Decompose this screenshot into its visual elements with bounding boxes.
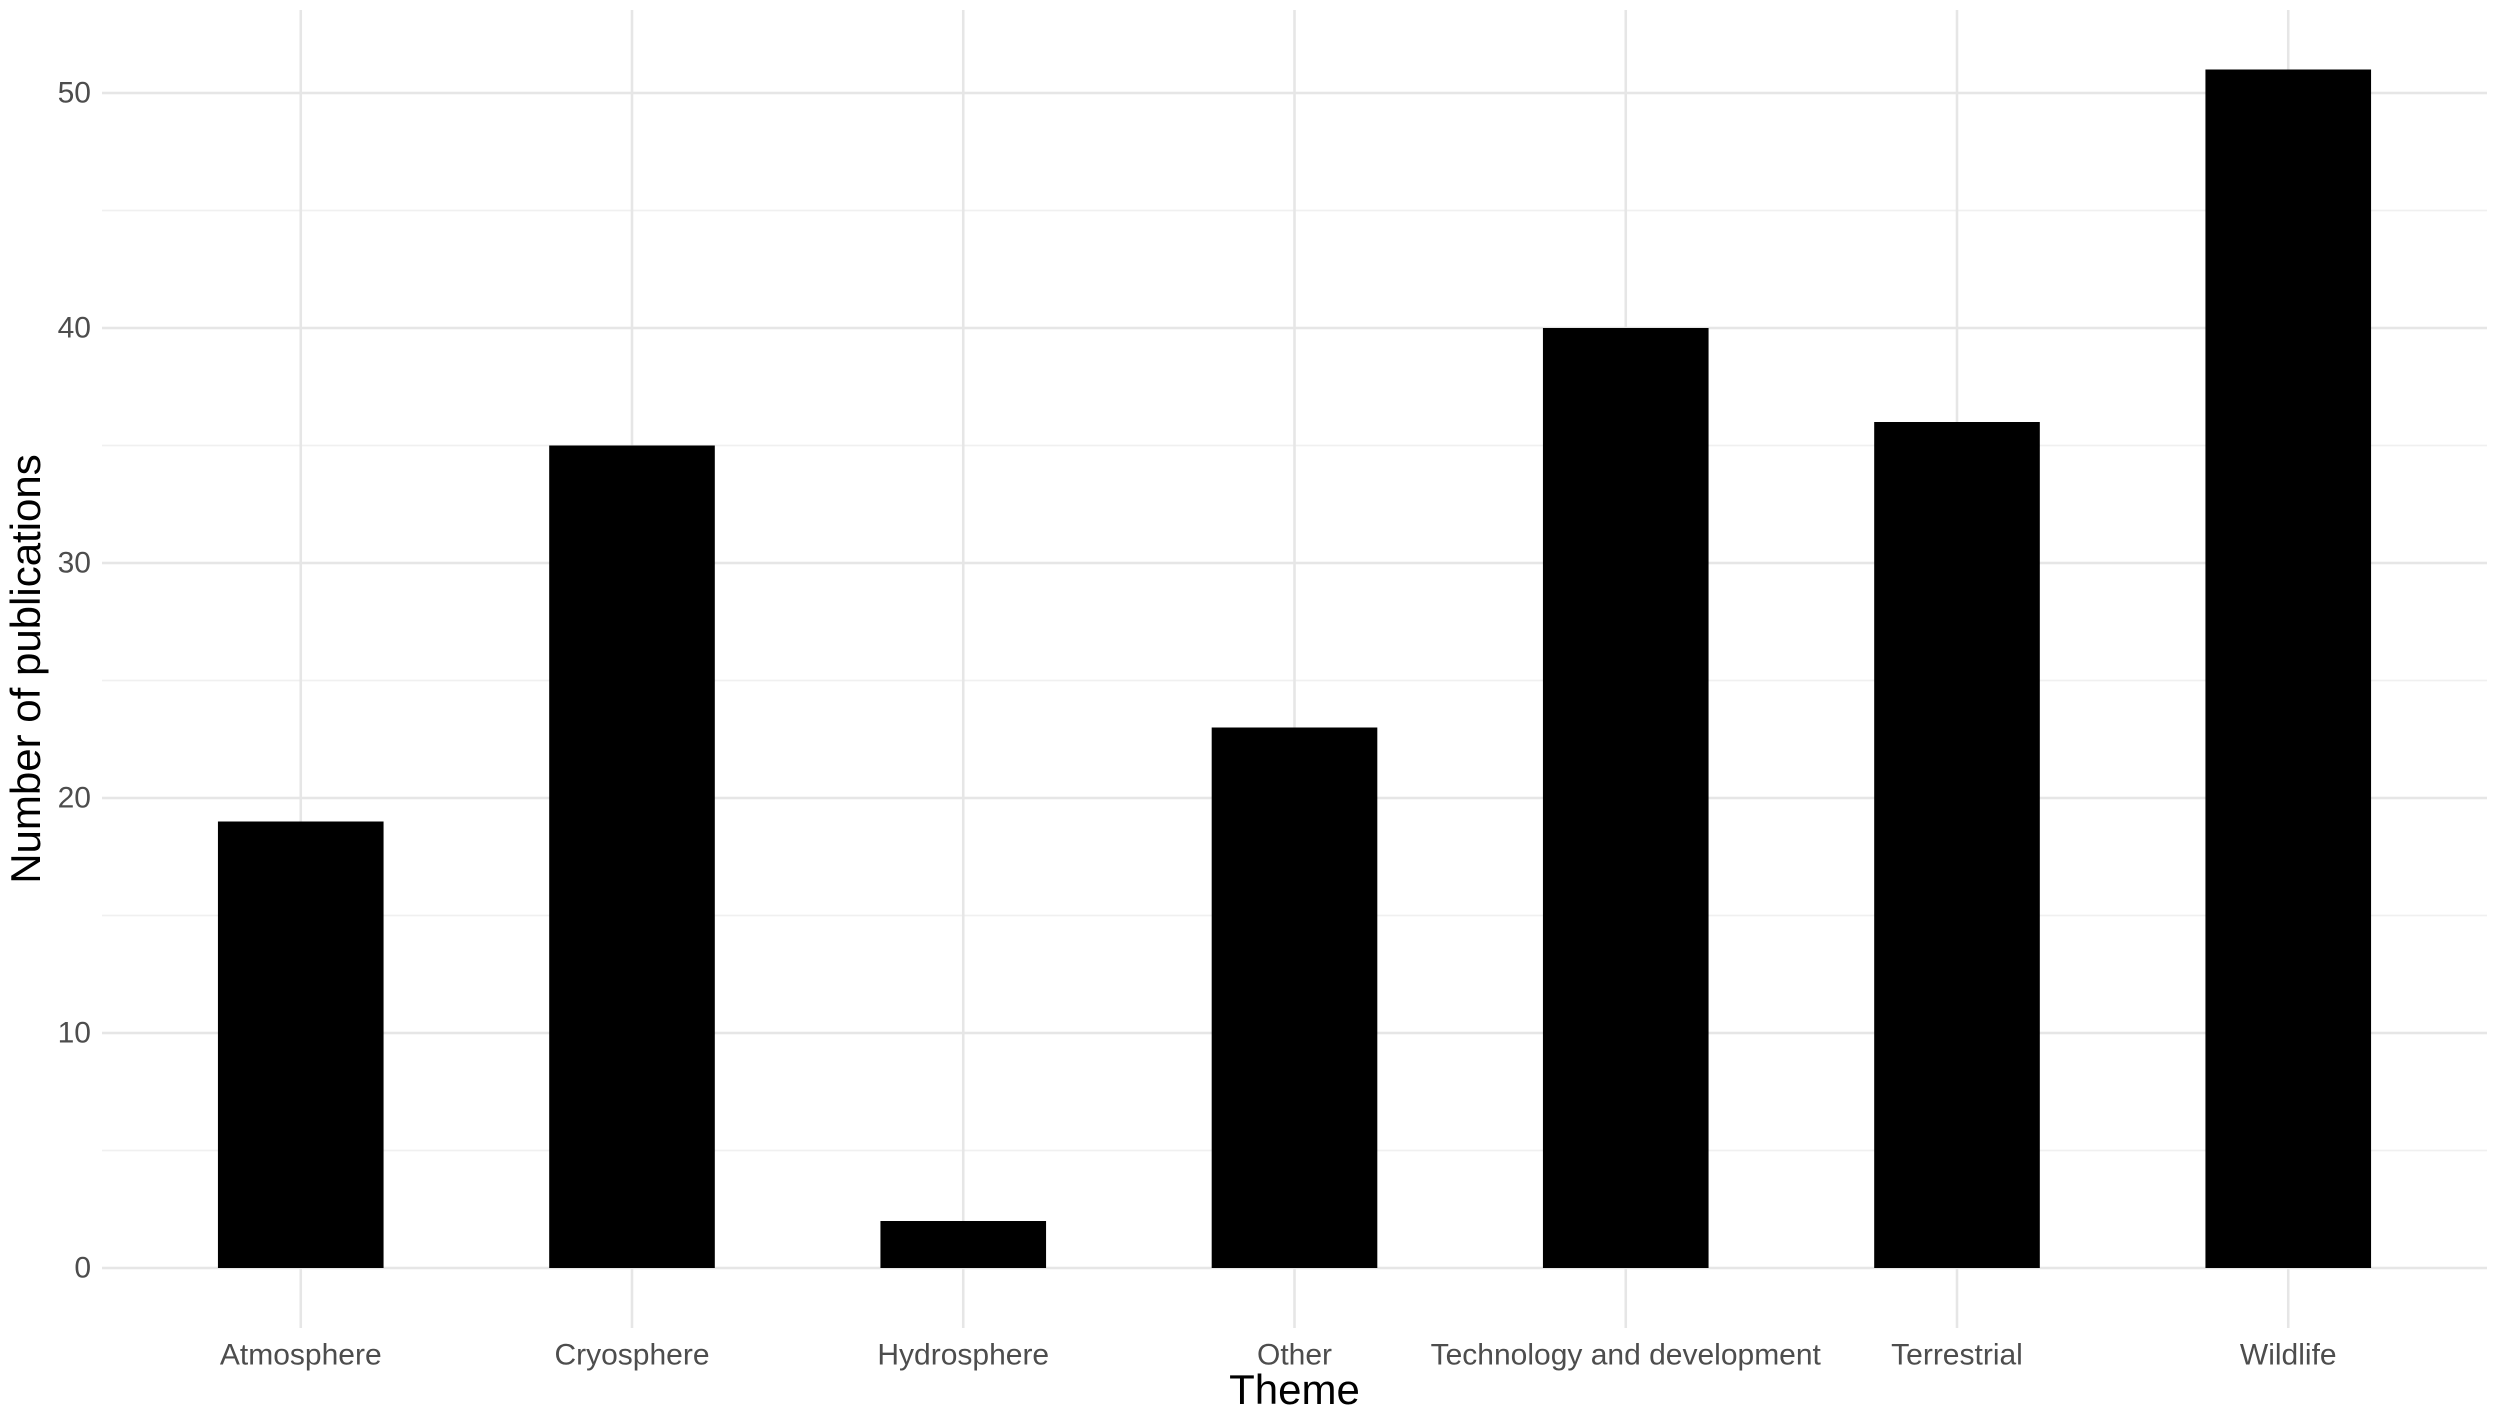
y-tick-label: 20 [58,782,91,815]
y-axis-title: Number of publications [2,454,49,884]
y-tick-label: 50 [58,77,91,110]
x-axis-tick-labels: Atmosphere Cryosphere Hydrosphere Other Tech… [220,1339,2337,1372]
x-tick-label: Other [1257,1339,1332,1372]
bar [1874,422,2040,1268]
x-tick-label: Terrestrial [1891,1339,2023,1372]
x-tick-label: Hydrosphere [877,1339,1049,1372]
y-tick-label: 0 [74,1252,91,1285]
bar [1542,328,1709,1268]
bar [1211,727,1378,1268]
x-axis-title: Theme [1229,1366,1360,1413]
bars [217,69,2372,1268]
bar [217,821,384,1268]
x-tick-label: Atmosphere [220,1339,382,1372]
x-tick-label: Cryosphere [554,1339,709,1372]
x-tick-label: Technology and development [1431,1339,1822,1372]
y-axis-tick-labels: 0 10 20 30 40 50 [58,77,91,1285]
bar [880,1221,1047,1268]
y-tick-label: 40 [58,312,91,345]
bar [2205,69,2372,1268]
y-tick-label: 10 [58,1017,91,1050]
y-tick-label: 30 [58,547,91,580]
x-tick-label: Wildlife [2240,1339,2337,1372]
bar [549,445,715,1268]
